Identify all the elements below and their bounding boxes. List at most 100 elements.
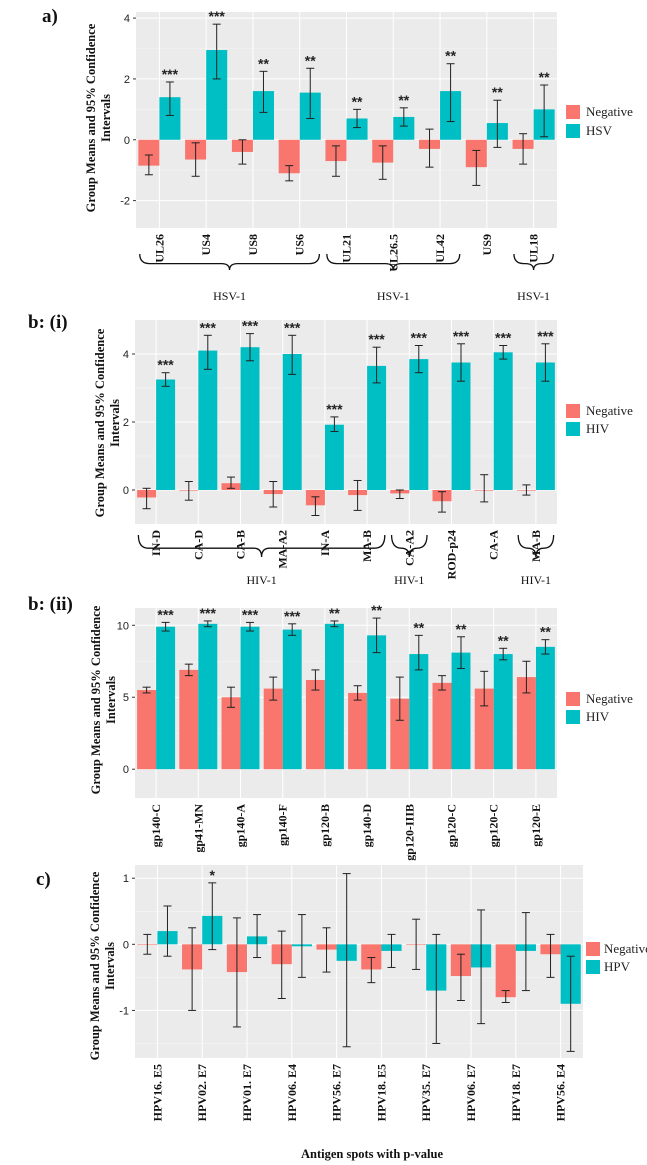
x-tick-label: UL42	[433, 234, 447, 263]
panel-label-b-i: b: (i)	[28, 312, 68, 333]
bar-hsv	[252, 91, 274, 140]
x-tick-label: UL18	[527, 234, 541, 263]
bar-hiv	[198, 350, 218, 490]
y-tick-label: -2	[120, 196, 130, 208]
x-tick-label: gp140-D	[360, 804, 374, 848]
bar-hsv	[206, 50, 228, 140]
bar-hiv	[324, 424, 344, 490]
y-tick-label: 2	[123, 417, 129, 429]
bar-negative	[390, 698, 410, 770]
significance-label: ***	[284, 319, 301, 335]
panel-label-b-ii: b: (ii)	[28, 594, 73, 615]
x-tick-label: UL26.5	[386, 234, 400, 272]
ylabel-line-2: Intervals	[108, 399, 122, 447]
significance-label: **	[445, 48, 456, 64]
legend-label-negative: Negative	[586, 104, 633, 119]
legend-swatch-hsv	[566, 124, 580, 138]
significance-label: ***	[209, 8, 226, 24]
bar-hiv	[240, 626, 260, 770]
x-tick-label: IN-D	[149, 530, 163, 556]
panel-c-plot: -1 0 1 * HPV16. E5 HPV02. E7 HPV01. E7 HPV06. E…	[119, 865, 583, 1121]
significance-label: **	[398, 92, 409, 108]
bar-hsv	[159, 97, 181, 140]
significance-label: **	[456, 621, 467, 637]
x-tick-label: UL21	[340, 234, 354, 263]
x-tick-label: ROD-p24	[445, 530, 459, 579]
x-tick-label: UL26	[152, 234, 166, 263]
x-tick-label: MA-A2	[276, 530, 290, 569]
y-tick-label: -1	[119, 1005, 129, 1017]
x-tick-label: gp41-MN	[191, 804, 205, 853]
bar-negative	[278, 139, 300, 174]
panel-a-legend: Negative HSV	[566, 104, 633, 138]
bar-hiv	[451, 652, 471, 770]
legend-label-negative: Negative	[586, 691, 633, 706]
bar-hiv	[451, 362, 471, 490]
bar-hiv	[282, 629, 302, 770]
x-tick-label: MA-B	[360, 530, 374, 562]
bar-negative	[432, 682, 452, 770]
panel-b-ii: b: (ii) Group Means and 95% Confidence I…	[28, 594, 633, 861]
significance-label: **	[305, 52, 316, 68]
legend-label-hpv: HPV	[604, 959, 631, 974]
ylabel-line-2: Intervals	[104, 676, 118, 724]
bar-negative	[221, 697, 241, 770]
panel-b-ii-legend: Negative HIV	[566, 691, 633, 724]
bar-negative	[305, 679, 325, 770]
group-label: HIV-1	[521, 573, 551, 587]
legend-label-hiv: HIV	[586, 709, 610, 724]
ylabel-line-1: Group Means and 95% Confidence	[84, 23, 98, 212]
bar-negative	[137, 690, 157, 770]
x-tick-label: HPV16. E5	[150, 1064, 164, 1121]
bar-hiv	[409, 654, 429, 770]
group-label: HIV-1	[394, 573, 424, 587]
significance-label: **	[413, 619, 424, 635]
y-tick-label: 10	[117, 620, 129, 632]
bar-negative	[138, 139, 160, 166]
legend-label-negative: Negative	[586, 403, 633, 418]
significance-label: **	[371, 602, 382, 618]
bar-hiv	[409, 359, 429, 490]
x-tick-label: CA-B	[234, 530, 248, 559]
bar-hiv	[367, 365, 387, 490]
legend-label-negative: Negative	[604, 941, 647, 956]
legend-swatch-negative	[566, 105, 580, 119]
panel-b-i-legend: Negative HIV	[566, 403, 633, 436]
significance-label: *	[210, 867, 216, 883]
x-tick-label: gp120-IIIB	[402, 804, 416, 861]
x-tick-label: HPV02. E7	[195, 1064, 209, 1121]
y-tick-label: 0	[123, 764, 129, 776]
bar-hiv	[282, 354, 302, 490]
significance-label: **	[498, 632, 509, 648]
bar-negative	[516, 677, 536, 770]
significance-label: ***	[200, 605, 217, 621]
panel-label-a: a)	[42, 6, 58, 27]
significance-label: ***	[495, 330, 512, 346]
significance-label: ***	[200, 319, 217, 335]
bar-hiv	[535, 362, 555, 490]
bar-hiv	[156, 626, 176, 770]
bar-hsv	[346, 118, 368, 140]
legend-swatch-hpv	[586, 960, 600, 974]
x-tick-label: US4	[199, 234, 213, 255]
legend-swatch-negative	[566, 692, 580, 706]
bar-hiv	[367, 635, 387, 770]
ylabel-line-1: Group Means and 95% Confidence	[88, 871, 102, 1060]
ylabel-line-2: Intervals	[99, 94, 113, 142]
legend-swatch-hiv	[566, 422, 580, 436]
panel-a: a) Group Means and 95% Confidence Interv…	[42, 6, 633, 303]
group-brace	[326, 253, 461, 271]
bar-hiv	[535, 646, 555, 770]
x-axis-title: Antigen spots with p-value	[301, 1147, 443, 1161]
legend-label-hsv: HSV	[586, 123, 613, 138]
x-tick-label: US6	[293, 234, 307, 255]
y-tick-label: 1	[123, 873, 129, 885]
x-tick-label: HPV18. E7	[509, 1064, 523, 1121]
bar-negative	[263, 688, 283, 770]
x-tick-label: gp120-B	[318, 804, 332, 847]
significance-label: ***	[162, 66, 179, 82]
x-tick-label: gp140-F	[276, 804, 290, 846]
